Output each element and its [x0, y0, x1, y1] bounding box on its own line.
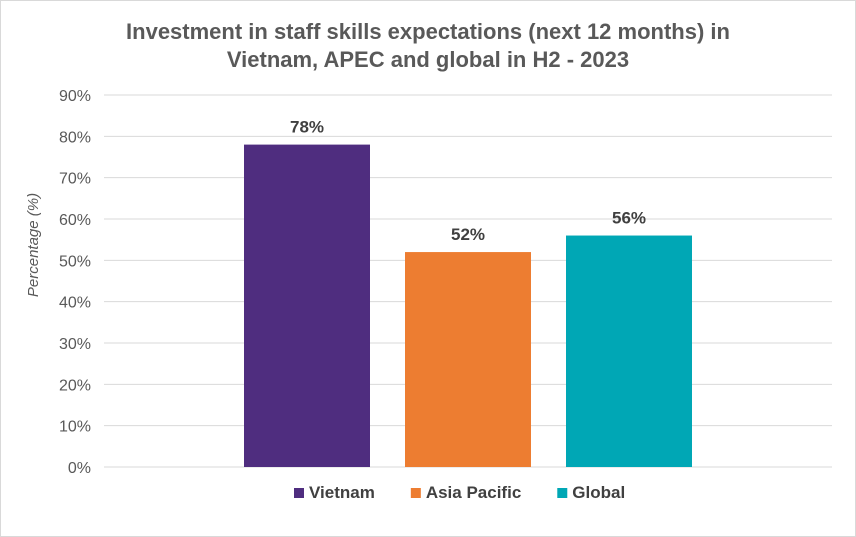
chart-title-line-1: Investment in staff skills expectations …	[126, 19, 730, 44]
y-tick-label: 80%	[59, 129, 91, 146]
y-tick-label: 10%	[59, 419, 91, 436]
legend: Vietnam Asia Pacific Global	[294, 483, 625, 502]
y-tick-label: 40%	[59, 295, 91, 312]
chart-title-line-2: Vietnam, APEC and global in H2 - 2023	[226, 47, 630, 72]
data-labels: 78% 52% 56%	[290, 118, 646, 244]
y-tick-label: 70%	[59, 171, 91, 188]
y-tick-label: 20%	[59, 377, 91, 394]
y-axis-label: Percentage (%)	[25, 193, 42, 297]
data-label: 56%	[612, 209, 646, 228]
legend-swatch	[557, 488, 568, 498]
bar-global	[566, 235, 692, 467]
y-tick-label: 0%	[68, 460, 91, 477]
y-tick-label: 30%	[59, 336, 91, 353]
data-label: 52%	[451, 225, 485, 244]
chart-title: Investment in staff skills expectations …	[0, 18, 856, 74]
y-axis-ticks: 0% 10% 20% 30% 40% 50% 60% 70% 80% 90%	[59, 88, 91, 477]
legend-label: Global	[572, 483, 625, 502]
legend-swatch	[410, 488, 421, 498]
y-tick-label: 60%	[59, 212, 91, 229]
y-tick-label: 90%	[59, 88, 91, 105]
bars	[244, 144, 692, 467]
legend-swatch	[294, 488, 304, 498]
y-tick-label: 50%	[59, 253, 91, 270]
legend-label: Asia Pacific	[426, 483, 521, 502]
data-label: 78%	[290, 118, 324, 137]
bar-asia-pacific	[405, 252, 531, 467]
legend-label: Vietnam	[309, 483, 375, 502]
bar-vietnam	[244, 144, 370, 467]
